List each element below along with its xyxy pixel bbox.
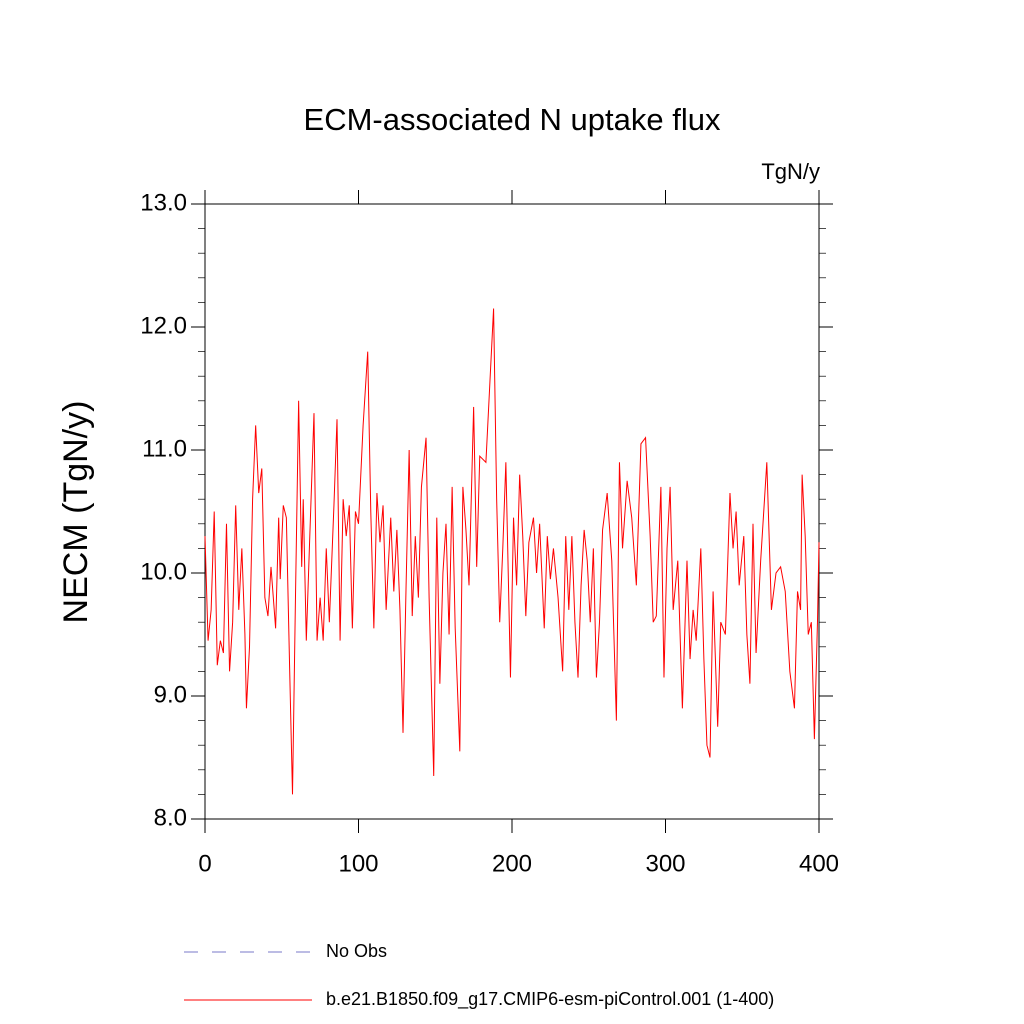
x-tick-label: 200 bbox=[492, 850, 532, 877]
y-tick-label: 8.0 bbox=[154, 804, 187, 831]
y-tick-label: 11.0 bbox=[142, 435, 187, 462]
x-tick-label: 0 bbox=[198, 850, 211, 877]
y-axis-label: NECM (TgN/y) bbox=[57, 401, 95, 624]
y-tick-label: 13.0 bbox=[140, 189, 187, 216]
units-label: TgN/y bbox=[761, 159, 820, 184]
x-tick-label: 400 bbox=[799, 850, 839, 877]
x-tick-label: 300 bbox=[645, 850, 685, 877]
plot-frame bbox=[204, 203, 820, 820]
y-tick-label: 10.0 bbox=[140, 558, 187, 585]
y-tick-label: 9.0 bbox=[154, 681, 187, 708]
data-line bbox=[204, 308, 820, 795]
y-tick-label: 12.0 bbox=[140, 312, 187, 339]
legend-label: b.e21.B1850.f09_g17.CMIP6-esm-piControl.… bbox=[326, 989, 774, 1010]
chart-title: ECM-associated N uptake flux bbox=[304, 102, 721, 137]
legend-label: No Obs bbox=[326, 941, 387, 961]
x-tick-label: 100 bbox=[338, 850, 378, 877]
